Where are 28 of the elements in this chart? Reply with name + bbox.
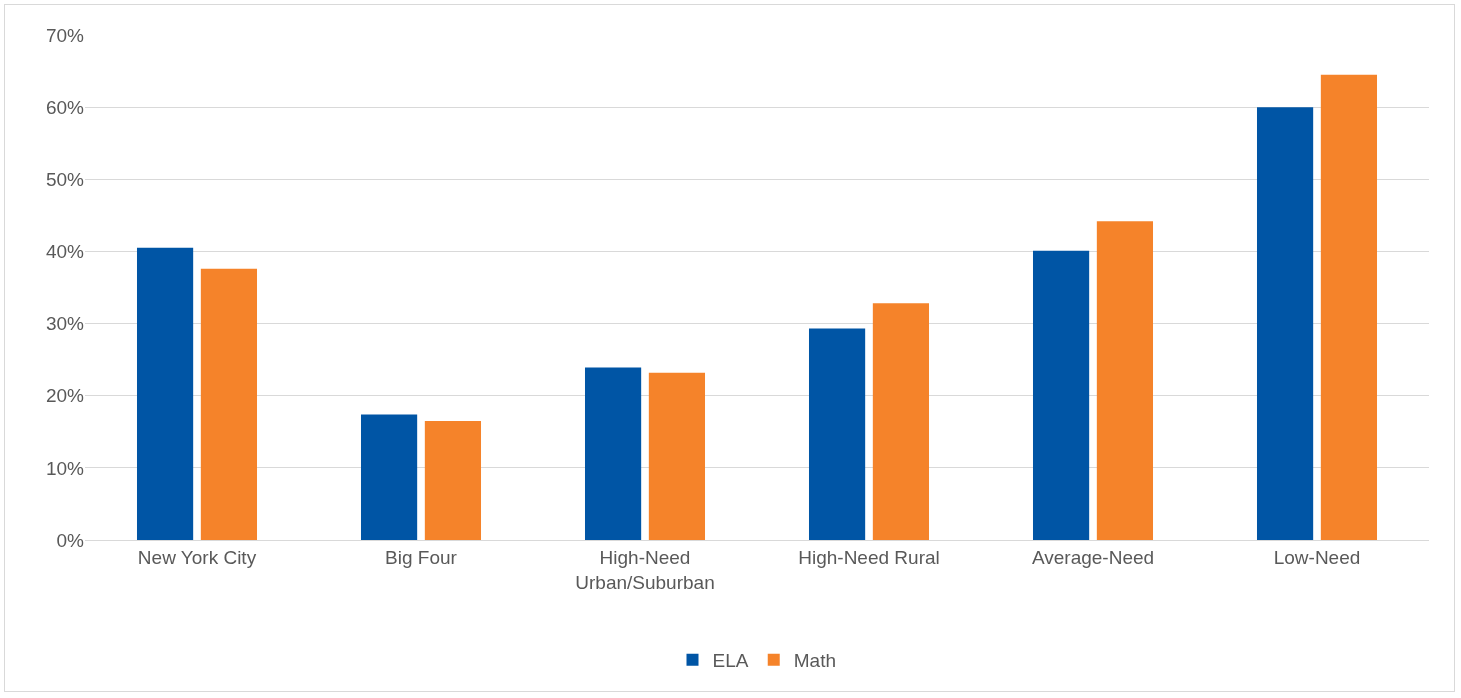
y-tick-label: 30%	[45, 313, 85, 335]
bar	[648, 372, 706, 540]
y-tick-label: 10%	[45, 457, 85, 479]
bar	[872, 303, 930, 540]
bar	[808, 328, 866, 540]
legend-label: Math	[793, 650, 836, 672]
bar	[584, 367, 642, 540]
x-tick-label: New York City	[137, 546, 257, 568]
x-tick-label: High-Need Urban/Suburban	[575, 546, 715, 593]
legend-label: ELA	[712, 650, 749, 672]
y-tick-label: 40%	[45, 241, 85, 263]
x-tick-label: Big Four	[385, 546, 458, 568]
bar	[1320, 74, 1378, 540]
bar	[360, 414, 418, 540]
bar	[1096, 221, 1154, 540]
x-tick-label: High-Need Rural	[798, 546, 940, 568]
x-tick-label: Low-Need	[1273, 546, 1361, 568]
bar	[1032, 250, 1090, 540]
bar	[136, 247, 194, 540]
x-tick-label: Average-Need	[1031, 546, 1155, 568]
bar	[1256, 107, 1314, 540]
bar	[200, 268, 258, 540]
y-tick-label: 70%	[45, 24, 85, 46]
bar	[424, 420, 482, 540]
y-tick-label: 50%	[45, 168, 85, 190]
y-tick-label: 60%	[45, 96, 85, 118]
y-tick-label: 20%	[45, 385, 85, 407]
y-tick-label: 0%	[56, 529, 85, 551]
